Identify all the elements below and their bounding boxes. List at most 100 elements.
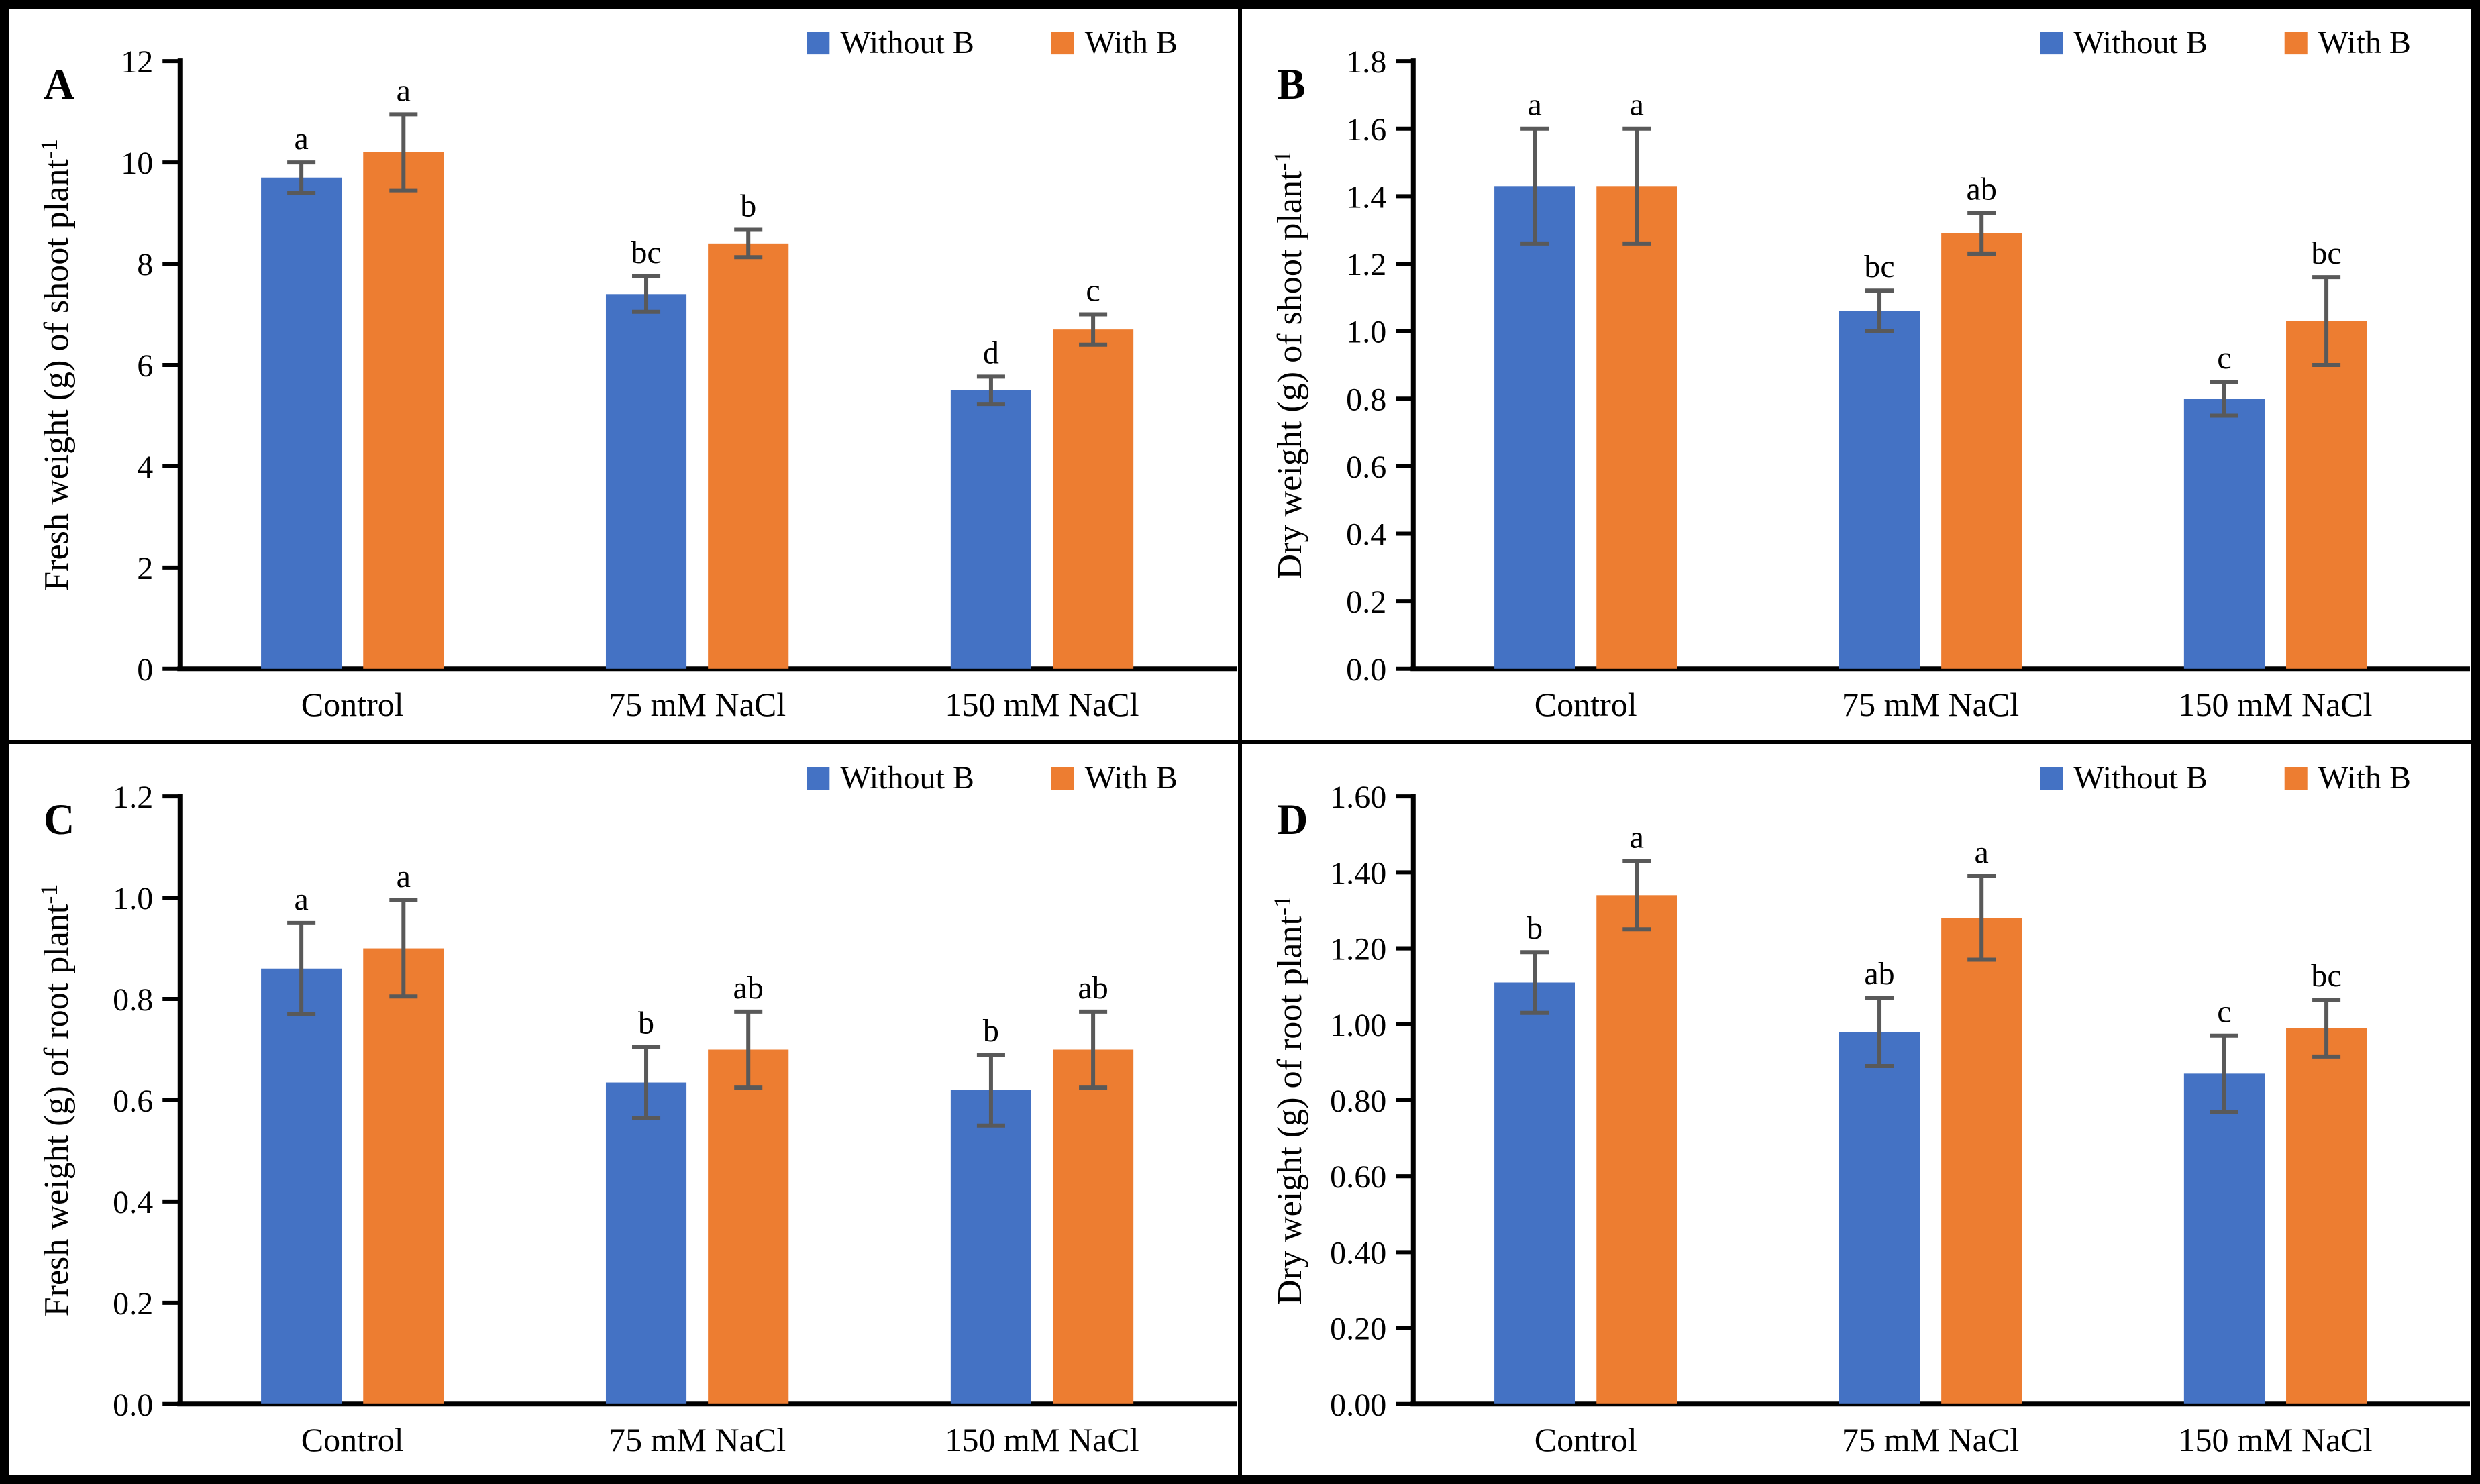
y-tick-label: 0.6 (1346, 449, 1386, 485)
significance-letter: bc (1864, 249, 1894, 284)
panel-letter: C (44, 796, 74, 843)
bar-without-b (950, 390, 1031, 669)
bar-without-b (950, 1090, 1031, 1404)
y-tick-label: 0.40 (1330, 1235, 1386, 1271)
legend-swatch-without-b (2040, 32, 2063, 55)
bar-with-b (1053, 1049, 1134, 1404)
bar-without-b (261, 177, 342, 669)
y-tick-label: 1.20 (1330, 932, 1386, 967)
x-category-label: 150 mM NaCl (945, 1421, 1139, 1459)
y-tick-label: 0.0 (113, 1387, 153, 1423)
bar-with-b (1596, 186, 1677, 669)
bar-without-b (1839, 311, 1920, 669)
bar-with-b (1941, 918, 2022, 1404)
significance-letter: a (397, 859, 411, 894)
bar-without-b (2183, 1073, 2265, 1404)
y-tick-label: 12 (121, 44, 153, 80)
legend-label-without-b: Without B (2073, 760, 2208, 796)
bar-with-b (1053, 329, 1134, 669)
significance-letter: bc (631, 235, 661, 270)
legend-swatch-without-b (807, 767, 830, 790)
legend-label-with-b: With B (1085, 25, 1178, 60)
legend-swatch-with-b (2284, 32, 2308, 55)
bar-with-b (708, 243, 789, 669)
y-tick-label: 1.6 (1346, 112, 1386, 148)
legend-swatch-without-b (2040, 767, 2063, 790)
bar-without-b (605, 294, 687, 669)
bar-with-b (1596, 895, 1677, 1404)
significance-letter: a (294, 121, 308, 156)
significance-letter: b (983, 1013, 999, 1049)
y-tick-label: 0.6 (113, 1083, 153, 1119)
significance-letter: b (638, 1006, 654, 1041)
legend-label-with-b: With B (2318, 760, 2411, 796)
bar-without-b (1839, 1032, 1920, 1404)
significance-letter: a (397, 72, 411, 108)
panel-A-chart: 0 2 4 6 8 10 12 Fresh weight (g) of shoot plant… (36, 25, 1237, 723)
legend-label-with-b: With B (2318, 25, 2411, 60)
panel-letter: A (44, 60, 74, 108)
y-tick-label: 0.00 (1330, 1387, 1386, 1423)
y-tick-label: 1.2 (113, 780, 153, 815)
y-axis-title: Fresh weight (g) of shoot plant-1 (36, 139, 76, 591)
x-category-label: 75 mM NaCl (609, 1421, 786, 1459)
panel-D-chart: 0.00 0.20 0.40 0.60 0.80 1.00 1.20 1.40 1.60 Dry … (1269, 760, 2470, 1459)
y-tick-label: 1.00 (1330, 1008, 1386, 1043)
panel-B-chart: 0.0 0.2 0.4 0.6 0.8 1.0 1.2 1.4 1.6 1.8 Dry weight… (1269, 25, 2470, 723)
x-category-label: Control (301, 686, 404, 723)
bar-with-b (2286, 321, 2367, 669)
y-tick-label: 0.4 (113, 1185, 153, 1220)
y-tick-label: 2 (137, 551, 153, 586)
y-tick-label: 1.0 (1346, 315, 1386, 350)
panel-B: 0.0 0.2 0.4 0.6 0.8 1.0 1.2 1.4 1.6 1.8 Dry weight… (1240, 7, 2473, 742)
significance-letter: a (1630, 87, 1644, 123)
y-tick-label: 0.0 (1346, 652, 1386, 688)
significance-letter: bc (2311, 958, 2341, 994)
y-tick-label: 0.60 (1330, 1159, 1386, 1195)
legend-swatch-with-b (1051, 32, 1074, 55)
y-tick-label: 8 (137, 247, 153, 282)
x-category-label: Control (1535, 686, 1637, 723)
y-tick-label: 0.2 (113, 1286, 153, 1322)
y-tick-label: 1.40 (1330, 855, 1386, 891)
significance-letter: a (1527, 87, 1541, 123)
x-category-label: Control (301, 1421, 404, 1459)
y-tick-label: 0.8 (113, 982, 153, 1018)
significance-letter: c (2217, 340, 2231, 376)
bar-with-b (363, 948, 444, 1404)
x-category-label: 150 mM NaCl (2178, 686, 2372, 723)
y-axis-title: Dry weight (g) of root plant-1 (1269, 896, 1309, 1305)
panel-letter: B (1277, 60, 1306, 108)
y-tick-label: 1.8 (1346, 44, 1386, 80)
legend-label-without-b: Without B (840, 760, 974, 796)
y-axis-title: Dry weight (g) of shoot plant-1 (1269, 150, 1309, 579)
panel-C: 0.0 0.2 0.4 0.6 0.8 1.0 1.2 Fresh weight (g) of… (7, 742, 1240, 1477)
significance-letter: bc (2311, 235, 2341, 271)
bar-with-b (1941, 233, 2022, 669)
significance-letter: c (2217, 994, 2231, 1030)
legend-label-without-b: Without B (840, 25, 974, 60)
significance-letter: ab (733, 970, 764, 1006)
significance-letter: c (1086, 272, 1100, 308)
legend-swatch-without-b (807, 32, 830, 55)
legend-label-without-b: Without B (2073, 25, 2208, 60)
significance-letter: a (1975, 835, 1989, 870)
x-category-label: 150 mM NaCl (2178, 1421, 2372, 1459)
panel-C-chart: 0.0 0.2 0.4 0.6 0.8 1.0 1.2 Fresh weight (g) of… (36, 760, 1237, 1459)
y-tick-label: 1.0 (113, 881, 153, 916)
y-tick-label: 1.2 (1346, 247, 1386, 282)
y-tick-label: 0.4 (1346, 517, 1386, 553)
y-tick-label: 0.8 (1346, 382, 1386, 417)
x-category-label: 75 mM NaCl (609, 686, 786, 723)
legend-swatch-with-b (1051, 767, 1074, 790)
bar-without-b (605, 1082, 687, 1404)
significance-letter: ab (1078, 970, 1108, 1006)
significance-letter: a (294, 882, 308, 917)
x-category-label: 75 mM NaCl (1842, 686, 2019, 723)
significance-letter: d (983, 335, 999, 370)
panel-D: 0.00 0.20 0.40 0.60 0.80 1.00 1.20 1.40 1.60 Dry … (1240, 742, 2473, 1477)
y-tick-label: 1.60 (1330, 780, 1386, 815)
panel-letter: D (1277, 796, 1308, 843)
bar-with-b (708, 1049, 789, 1404)
